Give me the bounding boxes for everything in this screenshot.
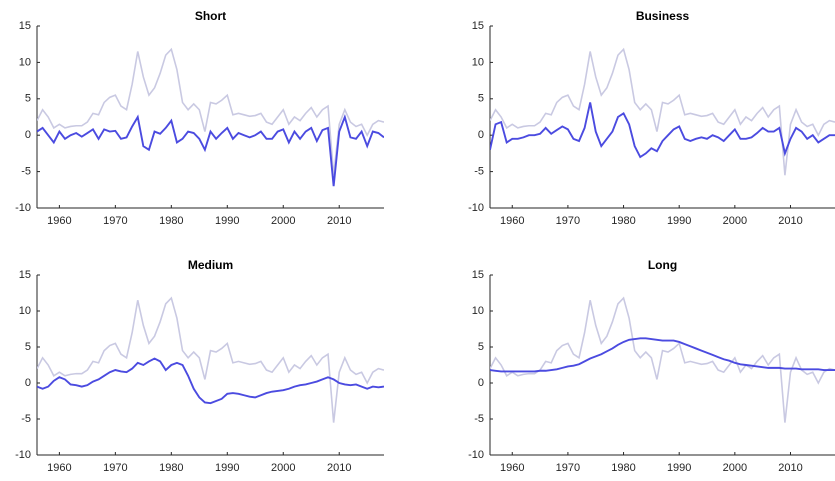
y-tick-label: 0 <box>478 129 484 141</box>
series-line <box>37 113 384 187</box>
series-line <box>37 47 384 176</box>
y-tick-label: -10 <box>468 202 484 214</box>
x-tick-label: 1990 <box>215 215 239 227</box>
y-tick-label: -5 <box>21 413 31 425</box>
x-tick-label: 2010 <box>327 215 351 227</box>
x-tick-label: 1970 <box>103 215 127 227</box>
y-tick-label: -5 <box>474 413 484 425</box>
x-tick-label: 1980 <box>611 215 635 227</box>
y-tick-label: 0 <box>478 377 484 389</box>
chart-title: Short <box>195 9 226 23</box>
y-tick-label: 5 <box>478 93 484 105</box>
x-tick-label: 2010 <box>778 215 802 227</box>
chart-title: Long <box>648 258 677 272</box>
chart-title: Business <box>636 9 690 23</box>
x-tick-label: 1960 <box>500 462 524 474</box>
x-tick-label: 1980 <box>159 215 183 227</box>
series-line <box>490 296 835 423</box>
y-tick-label: -10 <box>468 449 484 461</box>
x-tick-label: 2010 <box>327 462 351 474</box>
series-line <box>490 47 835 176</box>
x-tick-label: 1960 <box>500 215 524 227</box>
y-tick-label: 10 <box>472 305 484 317</box>
x-tick-label: 1990 <box>215 462 239 474</box>
y-tick-label: 5 <box>25 93 31 105</box>
x-tick-label: 1970 <box>556 215 580 227</box>
y-tick-label: -5 <box>474 166 484 178</box>
y-tick-label: 5 <box>25 341 31 353</box>
y-tick-label: 10 <box>472 56 484 68</box>
y-tick-label: -10 <box>15 202 31 214</box>
x-tick-label: 1960 <box>47 215 71 227</box>
y-tick-label: 15 <box>19 269 31 281</box>
x-tick-label: 1990 <box>667 215 691 227</box>
x-tick-label: 2000 <box>723 462 747 474</box>
y-tick-label: -5 <box>21 166 31 178</box>
x-tick-label: 1970 <box>556 462 580 474</box>
x-tick-label: 1980 <box>611 462 635 474</box>
y-tick-label: 10 <box>19 305 31 317</box>
x-tick-label: 2000 <box>723 215 747 227</box>
chart-title: Medium <box>188 258 233 272</box>
y-tick-label: 15 <box>19 20 31 32</box>
y-tick-label: 0 <box>25 377 31 389</box>
y-tick-label: 10 <box>19 56 31 68</box>
y-tick-label: 5 <box>478 341 484 353</box>
x-tick-label: 2000 <box>271 462 295 474</box>
y-tick-label: 0 <box>25 129 31 141</box>
x-tick-label: 1960 <box>47 462 71 474</box>
y-tick-label: 15 <box>472 20 484 32</box>
series-line <box>490 102 835 159</box>
x-tick-label: 2010 <box>778 462 802 474</box>
series-line <box>37 357 384 405</box>
series-line <box>37 296 384 423</box>
x-tick-label: 1990 <box>667 462 691 474</box>
series-line <box>490 337 835 373</box>
y-tick-label: 15 <box>472 269 484 281</box>
y-tick-label: -10 <box>15 449 31 461</box>
x-tick-label: 1970 <box>103 462 127 474</box>
x-tick-label: 1980 <box>159 462 183 474</box>
x-tick-label: 2000 <box>271 215 295 227</box>
